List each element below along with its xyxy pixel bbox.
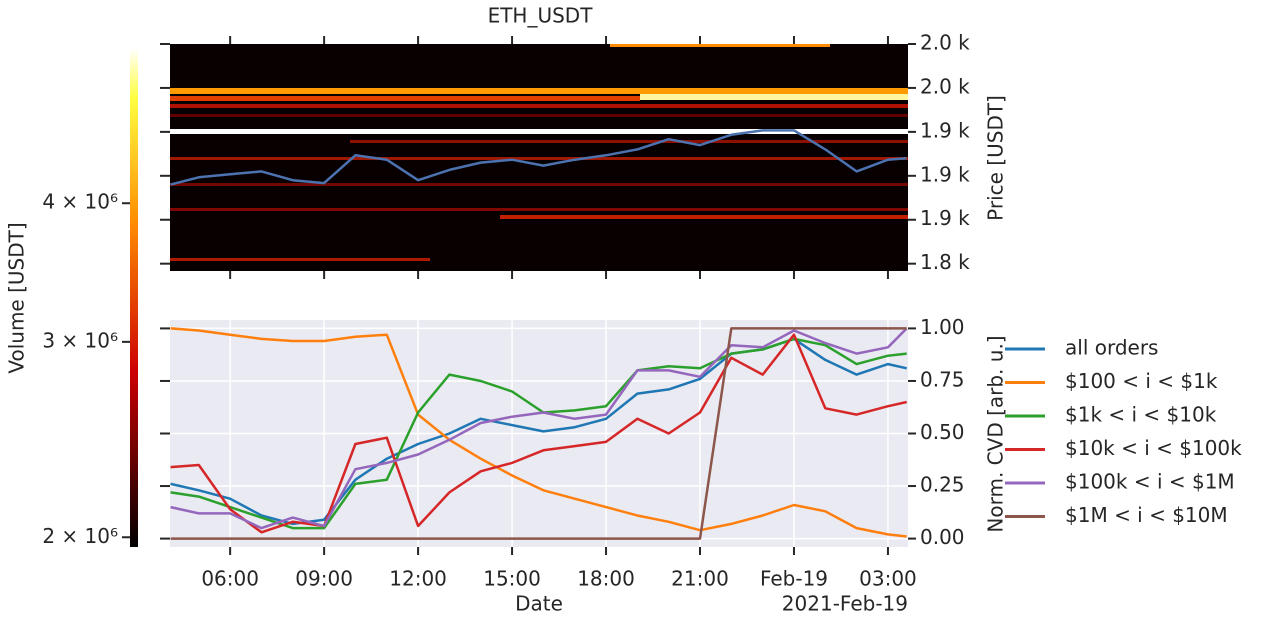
x-axis-label: Date: [515, 592, 563, 616]
x-tick-label: 12:00: [389, 567, 447, 591]
x-tick-label: 09:00: [295, 567, 353, 591]
data-line: [170, 129, 907, 186]
data-line: [170, 327, 908, 530]
data-line: [170, 333, 907, 534]
colorbar-tick-label: 3 × 10⁶: [42, 328, 118, 352]
y-tick-label: 1.00: [920, 315, 965, 339]
x-tick-label: 18:00: [577, 567, 635, 591]
data-line: [170, 327, 907, 538]
x-tick-label: 15:00: [483, 567, 541, 591]
y-tick-label: 0.25: [920, 473, 965, 497]
x-tick-label: Feb-19: [760, 567, 828, 591]
legend-label: $100k < i < $1M: [1065, 470, 1235, 494]
colorbar-tick-label: 2 × 10⁶: [42, 524, 118, 548]
legend-label: $10k < i < $100k: [1065, 436, 1242, 460]
y-axis-label: Norm. CVD [arb. u.]: [984, 335, 1008, 532]
x-tick-label: 03:00: [859, 567, 917, 591]
legend-label: $1k < i < $10k: [1065, 403, 1217, 427]
chart-title: ETH_USDT: [488, 4, 594, 28]
colorbar-tick-label: 4 × 10⁶: [42, 190, 118, 214]
y-tick-label: 1.9 k: [920, 206, 970, 230]
x-tick-label: 21:00: [671, 567, 729, 591]
x-offset-label: 2021-Feb-19: [782, 592, 908, 616]
x-tick-label: 06:00: [201, 567, 259, 591]
y-tick-label: 0.75: [920, 367, 965, 391]
y-axis-label: Price [USDT]: [984, 95, 1008, 221]
y-tick-label: 0.00: [920, 525, 965, 549]
y-tick-label: 2.0 k: [920, 31, 970, 55]
y-tick-label: 1.8 k: [920, 250, 970, 274]
legend-label: all orders: [1065, 336, 1158, 360]
y-tick-label: 1.9 k: [920, 118, 970, 142]
colorbar: [130, 48, 138, 547]
colorbar-label: Volume [USDT]: [5, 222, 29, 373]
legend-label: $1M < i < $10M: [1065, 503, 1228, 527]
heatmap: [170, 44, 908, 271]
y-tick-label: 1.9 k: [920, 162, 970, 186]
y-tick-label: 0.50: [920, 420, 965, 444]
data-line: [170, 327, 907, 540]
legend-label: $100 < i < $1k: [1065, 369, 1218, 393]
y-tick-label: 2.0 k: [920, 74, 970, 98]
